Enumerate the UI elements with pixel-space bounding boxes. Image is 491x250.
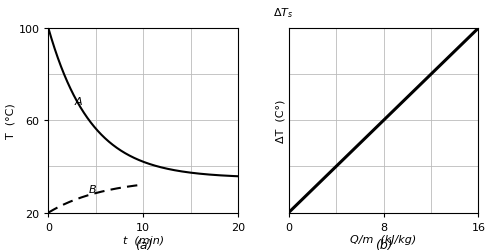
X-axis label: t  (min): t (min) bbox=[123, 234, 164, 244]
Text: (a): (a) bbox=[135, 238, 152, 250]
Y-axis label: ΔT  (C°): ΔT (C°) bbox=[276, 99, 286, 142]
Text: B: B bbox=[88, 184, 96, 194]
Text: (b): (b) bbox=[375, 238, 392, 250]
Text: A: A bbox=[75, 97, 82, 107]
Text: $\Delta T_s$: $\Delta T_s$ bbox=[273, 6, 293, 20]
Y-axis label: T  (°C): T (°C) bbox=[5, 103, 16, 139]
X-axis label: Q/m  (kJ/kg): Q/m (kJ/kg) bbox=[351, 234, 417, 244]
